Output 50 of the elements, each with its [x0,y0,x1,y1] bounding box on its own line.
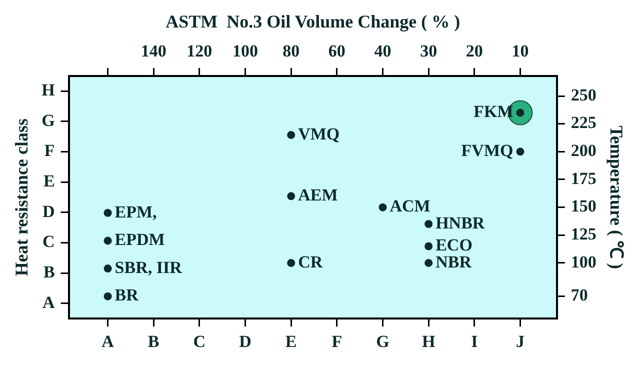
series-label: FVMQ [461,141,514,160]
series-label: SBR, IIR [114,258,183,277]
category-label: A [42,292,55,312]
y2-tick-label: 70 [570,286,588,305]
x2-axis-title: ASTM No.3 Oil Volume Change ( % ) [166,11,460,32]
category-label: F [44,141,55,160]
text: 140 [140,41,166,60]
series-label: VMQ [298,124,340,144]
x-tick-label: D [239,332,252,352]
x-tick-label: H [422,332,436,352]
category-label: B [43,262,55,282]
x-tick-label: E [285,332,297,352]
series-label: ECO [436,236,472,255]
text: 10 [512,41,529,60]
y2-tick-label: 250 [570,85,596,104]
text: 30 [420,41,438,60]
series-label: ACM [390,196,430,216]
series-label: NBR [436,252,472,272]
text: 40 [374,41,392,60]
text: 80 [282,41,300,60]
series-label: EPM, [114,202,157,222]
category-label: G [42,110,55,130]
text: 100 [232,41,258,60]
x-tick-label: J [516,332,525,352]
y2-tick-label: 200 [570,141,596,160]
series-label: EPDM [114,230,165,250]
category-label: D [42,202,55,221]
series-label: CR [298,252,324,272]
text: 120 [186,41,212,60]
text: 60 [328,41,346,60]
x-tick-label: G [376,332,390,352]
category-label: C [42,232,55,252]
y2-tick-label: 150 [570,196,596,216]
y2-tick-label: 100 [570,252,596,272]
x-tick-label: A [102,332,115,352]
y-axis-title: Heat resistance class [11,118,32,276]
y2-axis-title: Temperature ( ℃ ) [606,126,627,270]
series-label: BR [114,286,140,305]
y2-tick-label: 175 [570,168,596,188]
x-tick-label: I [471,332,478,352]
category-label: H [42,80,55,100]
text: 20 [466,41,483,60]
y2-tick-label: 125 [570,224,596,244]
series-label: AEM [298,186,338,205]
series-label: HNBR [436,213,486,232]
y2-tick-label: 225 [570,113,596,132]
x-tick-label: C [193,332,206,352]
category-label: E [43,172,55,191]
x-tick-label: B [148,332,160,352]
x-tick-label: F [332,332,342,352]
